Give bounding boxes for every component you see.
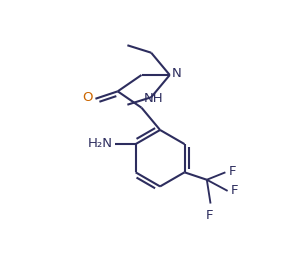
Text: F: F bbox=[206, 209, 214, 222]
Text: F: F bbox=[231, 184, 238, 197]
Text: F: F bbox=[228, 165, 236, 178]
Text: H₂N: H₂N bbox=[88, 137, 113, 150]
Text: O: O bbox=[82, 91, 93, 104]
Text: N: N bbox=[172, 67, 182, 80]
Text: NH: NH bbox=[144, 92, 163, 105]
